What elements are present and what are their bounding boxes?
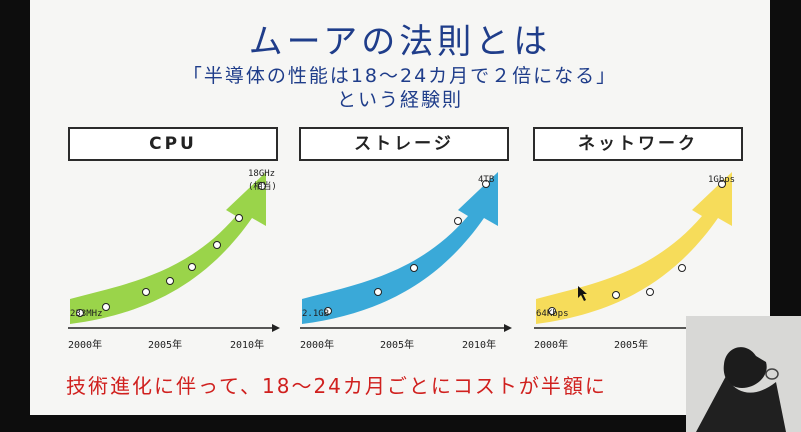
webcam-overlay — [686, 316, 801, 432]
storage-x-axis-arrowhead — [504, 324, 512, 332]
presenter-silhouette — [686, 316, 801, 432]
network-x-tick: 2005年 — [614, 338, 648, 351]
network-chart: 64Kbps 1Gbps 2000年 2005年 — [532, 166, 752, 356]
subtitle-line-2: という経験則 — [336, 89, 463, 111]
network-end-label: 1Gbps — [708, 175, 735, 185]
network-x-tick: 2000年 — [534, 338, 568, 351]
network-panel-title: ネットワーク — [533, 127, 743, 161]
subtitle-line-1: 「半導体の性能は18〜24カ月で２倍になる」 — [182, 65, 618, 87]
storage-start-label: 2.1GB — [302, 309, 329, 319]
mouse-cursor-icon — [578, 286, 587, 301]
cpu-x-axis-arrowhead — [272, 324, 280, 332]
cpu-end-sublabel: (相当) — [248, 180, 277, 192]
bottom-caption: 技術進化に伴って、18〜24カ月ごとにコストが半額に — [66, 374, 607, 398]
slide-subtitle: 「半導体の性能は18〜24カ月で２倍になる」 という経験則 — [30, 64, 770, 112]
slide: ムーアの法則とは 「半導体の性能は18〜24カ月で２倍になる」 という経験則 C… — [30, 0, 770, 415]
storage-x-tick: 2010年 — [462, 338, 496, 351]
network-start-label: 64Kbps — [536, 309, 569, 319]
storage-growth-arrow — [302, 172, 498, 324]
cpu-x-tick: 2010年 — [230, 338, 264, 351]
storage-end-label: 4TB — [478, 175, 494, 185]
network-points — [548, 180, 726, 315]
storage-x-tick: 2000年 — [300, 338, 334, 351]
cpu-growth-arrow — [70, 172, 266, 324]
cpu-points — [76, 182, 266, 317]
cpu-chart: 233MHz 18GHz (相当) 2000年 2005年 2010年 — [66, 166, 286, 356]
slide-title: ムーアの法則とは — [248, 22, 552, 62]
cpu-panel-title: CPU — [68, 127, 278, 161]
network-growth-arrow — [536, 172, 732, 324]
cpu-x-tick: 2005年 — [148, 338, 182, 351]
cpu-x-tick: 2000年 — [68, 338, 102, 351]
storage-points — [324, 180, 490, 315]
storage-x-tick: 2005年 — [380, 338, 414, 351]
storage-panel-title: ストレージ — [299, 127, 509, 161]
storage-chart: 2.1GB 4TB 2000年 2005年 2010年 — [298, 166, 518, 356]
cpu-end-label: 18GHz — [248, 169, 275, 179]
cpu-start-label: 233MHz — [70, 309, 103, 319]
